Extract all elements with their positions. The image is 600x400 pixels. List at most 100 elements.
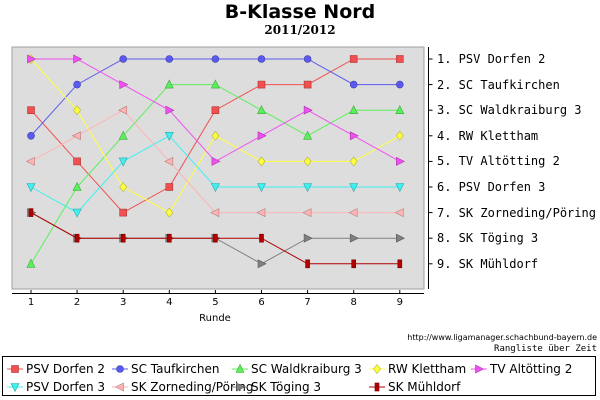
data-point [28, 208, 34, 217]
data-point [119, 55, 127, 63]
x-tick-label: 9 [396, 297, 403, 308]
legend-marker [11, 364, 19, 373]
data-point [73, 157, 81, 166]
legend-swatch [369, 363, 385, 374]
x-tick-label: 4 [166, 297, 173, 308]
chart-subtitle: 2011/2012 [264, 23, 336, 37]
data-point [257, 105, 266, 114]
data-point [303, 80, 312, 89]
data-point [395, 183, 405, 193]
series-9 [28, 208, 403, 269]
legend-label: SC Waldkraiburg 3 [251, 361, 362, 376]
legend-swatch [7, 382, 23, 392]
x-tick-label: 8 [350, 297, 357, 308]
legend-marker [10, 382, 20, 392]
data-point [72, 208, 82, 218]
data-point [210, 183, 220, 193]
data-point [395, 105, 405, 114]
legend-label: RW Klettham [388, 361, 467, 376]
data-point [211, 156, 221, 166]
data-point [257, 80, 266, 89]
data-point [257, 183, 266, 193]
rank-label: 3. SC Waldkraiburg 3 [437, 103, 582, 118]
data-point [303, 156, 312, 167]
rank-label: 1. PSV Dorfen 2 [437, 52, 546, 66]
legend-marker [373, 363, 381, 374]
x-tick-label: 6 [258, 297, 265, 308]
x-tick-label: 7 [304, 297, 311, 308]
data-point [303, 233, 313, 243]
data-point [395, 233, 405, 243]
data-point [27, 54, 37, 64]
data-point [349, 183, 359, 193]
data-point [395, 80, 404, 89]
data-point [74, 233, 80, 243]
series-2 [27, 55, 404, 140]
data-point [25, 156, 35, 166]
series-1 [27, 55, 404, 217]
data-point [165, 183, 174, 191]
data-point [349, 233, 359, 243]
chart-legend: PSV Dorfen 2 SC Taufkirchen SC Waldkraibur… [2, 356, 596, 396]
series-3 [26, 79, 405, 268]
data-point [303, 55, 312, 63]
legend-marker [236, 382, 246, 391]
data-point [73, 80, 81, 89]
chart-caption: Rangliste über Zeit [494, 344, 597, 354]
data-point [27, 106, 35, 114]
data-point [305, 259, 310, 269]
data-point [395, 156, 405, 166]
legend-item: SK Mühldorf [368, 378, 460, 395]
data-point [257, 131, 267, 141]
data-point [303, 183, 313, 193]
data-point [71, 131, 81, 141]
legend-marker [114, 382, 124, 391]
legend-marker [235, 363, 245, 373]
legend-item: PSV Dorfen 2 [6, 360, 105, 377]
data-point [213, 233, 218, 243]
data-point [211, 55, 220, 63]
legend-label: SK Zorneding/Pöring [131, 379, 254, 394]
data-point [397, 259, 403, 269]
data-point [73, 54, 83, 64]
legend-label: SK Töging 3 [251, 379, 322, 394]
rank-label: 4. RW Klettham [437, 128, 539, 143]
legend-item: SK Töging 3 [231, 378, 321, 395]
data-point [26, 258, 36, 268]
data-point [348, 208, 358, 218]
x-tick-label: 5 [212, 297, 219, 308]
data-point [165, 105, 175, 115]
data-point [349, 80, 358, 89]
data-point [349, 131, 359, 141]
series-6 [26, 132, 405, 218]
data-point [165, 55, 174, 63]
data-point [395, 130, 404, 141]
data-point [259, 233, 264, 243]
legend-marker [475, 364, 485, 373]
data-point [257, 55, 266, 63]
source-link[interactable]: http://www.ligamanager.schachbund-bayern… [407, 333, 597, 342]
data-point [120, 233, 126, 243]
legend-swatch [112, 364, 128, 373]
data-point [349, 105, 359, 114]
data-point [303, 130, 313, 140]
data-point [119, 208, 127, 217]
rank-label: 9. SK Mühldorf [437, 256, 539, 271]
legend-swatch [232, 363, 248, 373]
x-tick-label: 1 [27, 297, 35, 308]
legend-label: SC Taufkirchen [131, 361, 220, 376]
data-point [351, 259, 357, 269]
legend-marker [374, 382, 380, 391]
rank-label: 2. SC Taufkirchen [437, 77, 560, 92]
data-point [72, 181, 82, 191]
legend-label: TV Altötting 2 [490, 361, 573, 376]
data-point [303, 105, 313, 115]
legend-swatch [7, 364, 23, 373]
legend-label: PSV Dorfen 3 [26, 379, 106, 394]
data-point [165, 207, 174, 218]
legend-swatch [471, 364, 487, 373]
legend-swatch [232, 382, 248, 391]
legend-swatch [112, 382, 128, 391]
legend-item: SC Taufkirchen [111, 360, 219, 377]
